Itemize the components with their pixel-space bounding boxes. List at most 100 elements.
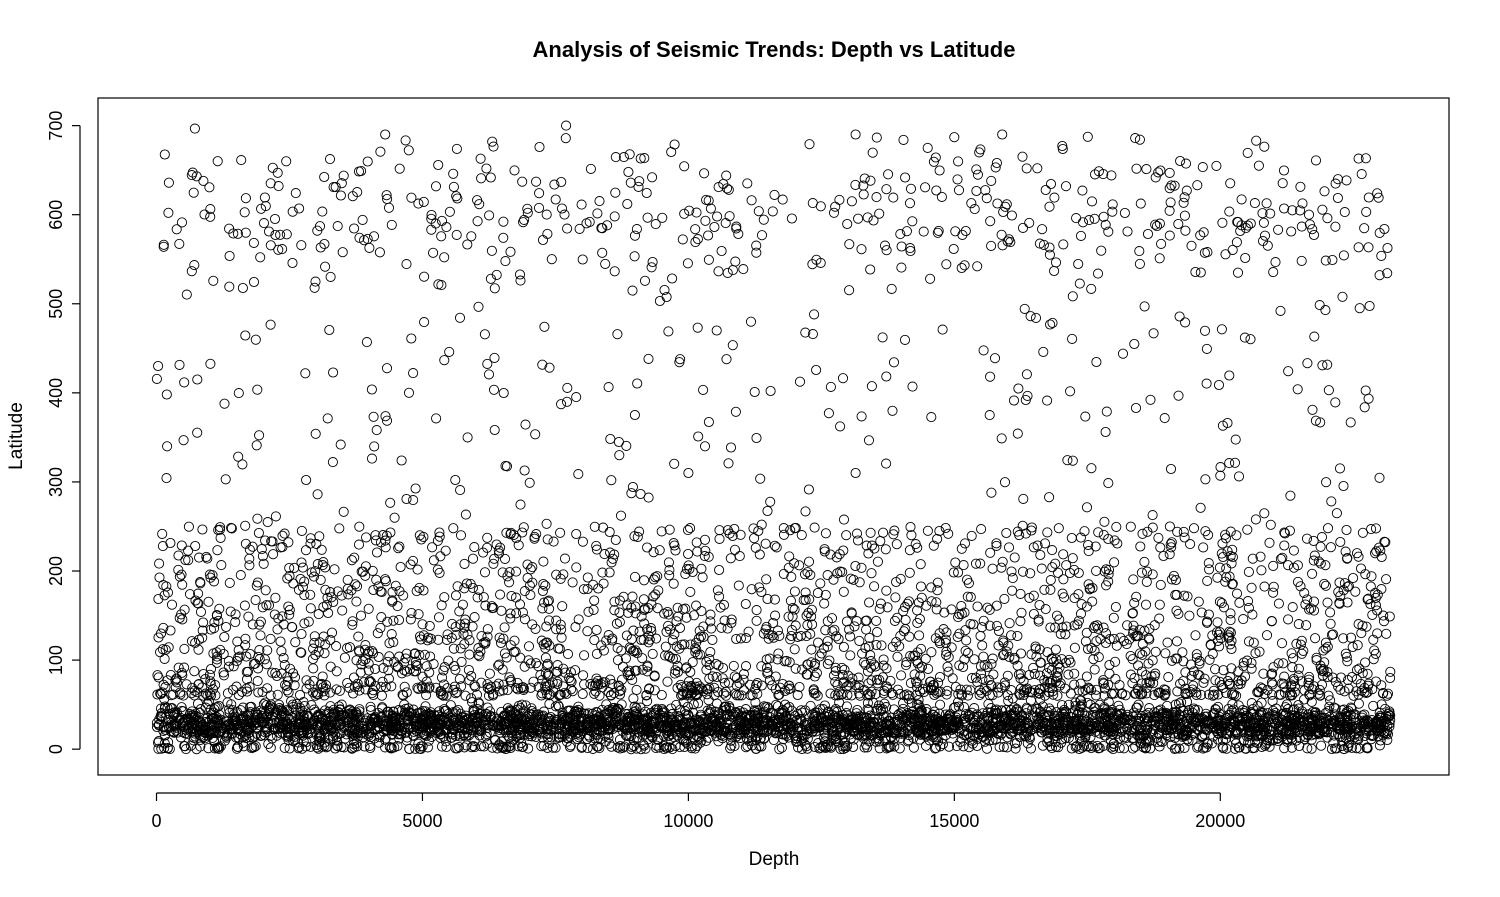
data-point — [1128, 628, 1139, 639]
data-point — [881, 371, 892, 382]
data-point — [360, 561, 371, 572]
data-point — [1225, 178, 1236, 189]
data-point — [1259, 230, 1271, 241]
data-point — [699, 534, 711, 545]
data-point — [718, 599, 730, 611]
data-point — [1071, 213, 1082, 224]
data-point — [567, 686, 578, 697]
data-point — [211, 609, 222, 621]
data-point — [279, 659, 290, 670]
data-point — [721, 354, 732, 365]
data-point — [1158, 550, 1169, 562]
data-point — [1383, 712, 1394, 723]
data-point — [629, 230, 641, 241]
data-point — [240, 330, 251, 341]
data-point — [1026, 522, 1037, 533]
data-point — [1024, 733, 1035, 744]
data-point — [1320, 255, 1331, 266]
data-point — [869, 543, 880, 554]
data-point — [647, 732, 658, 743]
data-point — [730, 256, 741, 267]
data-point — [195, 606, 207, 617]
data-point — [1227, 579, 1238, 590]
data-point — [208, 623, 220, 634]
data-point — [542, 596, 553, 607]
data-point — [300, 545, 312, 556]
data-point — [1057, 140, 1068, 152]
data-point — [646, 626, 657, 637]
data-point — [352, 581, 363, 592]
data-point — [1044, 249, 1055, 260]
data-point — [625, 643, 636, 655]
data-point — [900, 624, 911, 635]
data-point — [262, 726, 273, 737]
data-point — [787, 611, 798, 622]
data-point — [515, 275, 526, 286]
data-point — [509, 165, 520, 176]
data-point — [1302, 358, 1313, 369]
data-point — [202, 553, 213, 564]
data-point — [1035, 549, 1046, 561]
data-point — [158, 239, 169, 250]
data-point — [525, 716, 536, 727]
data-point — [1279, 527, 1290, 538]
data-point — [498, 387, 509, 399]
data-point — [1141, 164, 1152, 175]
data-point — [1004, 651, 1015, 663]
data-point — [731, 221, 742, 232]
data-point — [1081, 671, 1092, 682]
data-point — [878, 654, 889, 665]
data-point — [544, 640, 555, 651]
data-point — [691, 600, 702, 611]
data-point — [833, 633, 844, 645]
data-point — [792, 730, 803, 742]
data-point — [761, 574, 772, 585]
data-point — [588, 604, 599, 615]
data-point — [1226, 706, 1237, 717]
data-point — [692, 234, 703, 245]
data-point — [657, 720, 668, 731]
data-point — [756, 230, 768, 241]
data-point — [272, 689, 283, 700]
data-point — [283, 537, 294, 548]
data-point — [1164, 167, 1175, 178]
data-point — [494, 659, 505, 670]
data-point — [1308, 229, 1320, 241]
data-point — [433, 634, 444, 645]
data-point — [409, 666, 420, 677]
data-point — [769, 540, 780, 551]
data-point — [527, 562, 538, 573]
data-point — [1081, 502, 1093, 513]
data-point — [1018, 493, 1029, 504]
data-point — [1317, 360, 1328, 371]
data-point — [1192, 669, 1203, 680]
data-point — [961, 635, 972, 646]
data-point — [649, 685, 660, 696]
data-point — [373, 651, 384, 663]
data-point — [364, 675, 375, 686]
data-point — [481, 729, 492, 740]
data-point — [310, 276, 321, 287]
data-point — [879, 698, 890, 709]
data-point — [597, 567, 608, 578]
data-point — [1308, 555, 1319, 566]
data-point — [395, 561, 406, 573]
data-point — [1214, 676, 1225, 687]
data-point — [414, 530, 425, 541]
data-point — [1128, 574, 1139, 585]
data-point — [984, 604, 995, 615]
data-point — [699, 551, 710, 562]
data-point — [350, 579, 361, 590]
data-point — [475, 646, 486, 657]
data-point — [1093, 652, 1104, 663]
data-point — [850, 560, 861, 572]
data-point — [722, 623, 733, 634]
data-point — [289, 562, 300, 573]
data-point — [474, 651, 485, 662]
data-point — [209, 617, 220, 628]
data-point — [406, 192, 417, 203]
data-point — [690, 643, 701, 654]
data-point — [462, 432, 473, 443]
data-point — [1310, 415, 1321, 426]
data-point — [215, 725, 226, 737]
